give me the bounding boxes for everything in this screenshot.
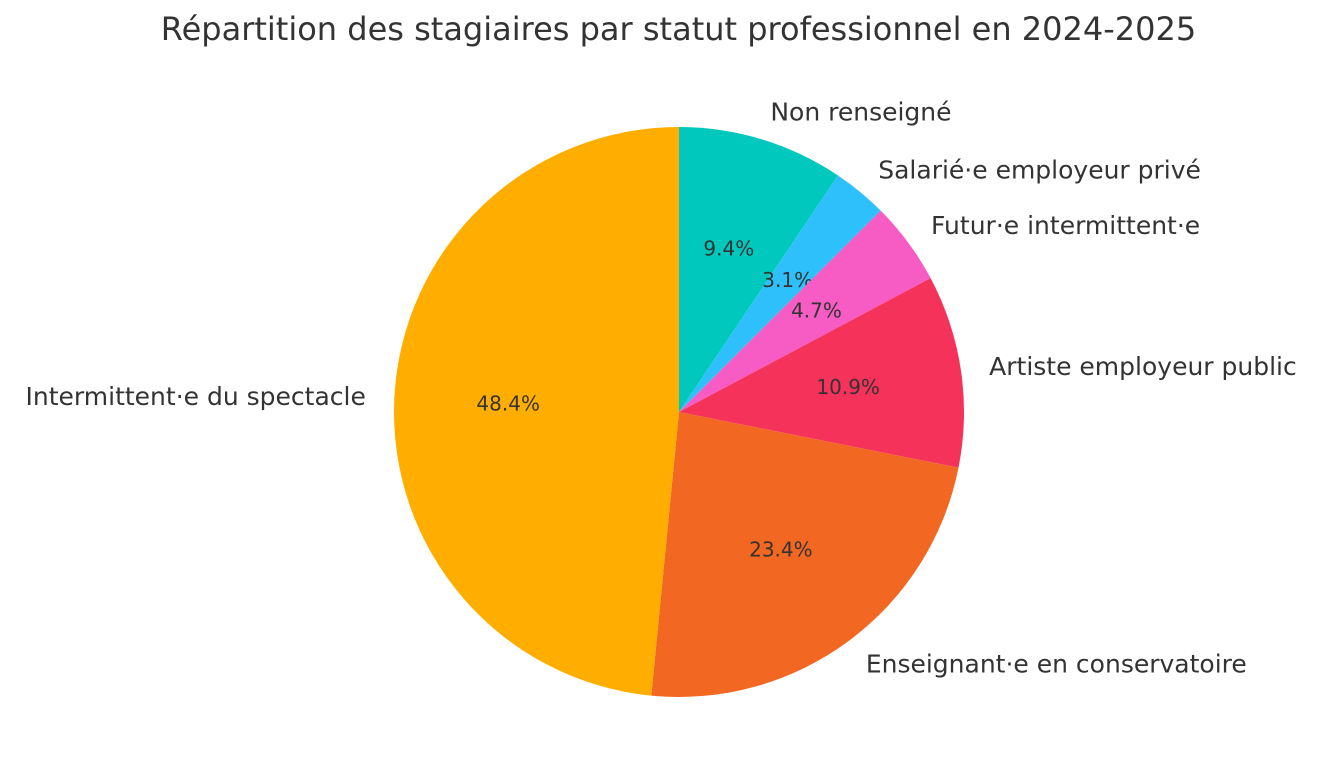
slice-percent-label: 23.4% [749,537,813,561]
slice-name-label: Non renseigné [770,98,951,127]
slice-name-label: Salarié·e employeur privé [878,155,1201,184]
slice-percent-label: 48.4% [476,392,540,416]
slice-name-label: Futur·e intermittent·e [931,211,1200,240]
slice-name-label: Enseignant·e en conservatoire [866,649,1247,678]
pie-slice [394,127,679,696]
slice-percent-label: 10.9% [816,375,880,399]
slice-percent-label: 4.7% [791,298,842,322]
pie-slice [679,175,881,412]
chart-title: Répartition des stagiaires par statut pr… [160,10,1197,48]
slice-name-label: Artiste employeur public [989,352,1297,381]
pie-slice [679,127,838,412]
pie-slice [679,210,931,412]
slice-name-label: Intermittent·e du spectacle [26,382,366,411]
slice-percent-label: 9.4% [703,236,754,260]
pie-slice [651,412,959,697]
pie-slice [679,278,964,468]
